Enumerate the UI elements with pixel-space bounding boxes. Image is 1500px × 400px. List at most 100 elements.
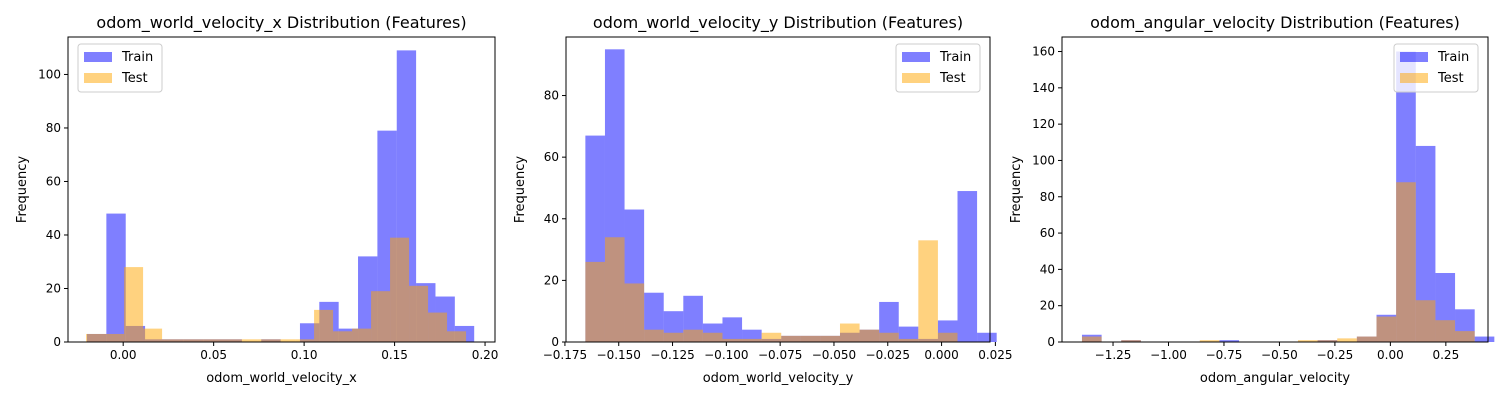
bar-test-6: [1199, 340, 1220, 342]
bar-test-0: [1081, 336, 1102, 342]
bar-test-6: [702, 332, 723, 342]
bar-train-8: [742, 329, 762, 342]
x-tick-label: −0.150: [597, 348, 641, 362]
y-tick-label: 80: [1040, 190, 1055, 204]
bar-test-5: [181, 339, 201, 342]
bar-test-18: [937, 332, 958, 342]
y-tick-label: 40: [544, 212, 559, 226]
x-axis-label: odom_world_velocity_y: [703, 371, 854, 386]
bar-test-6: [200, 339, 220, 342]
bar-test-1: [604, 237, 625, 342]
bar-test-2: [1121, 340, 1141, 342]
bar-train-7: [1219, 340, 1240, 342]
y-tick-label: 40: [46, 228, 61, 242]
x-tick-label: −0.125: [650, 348, 694, 362]
bar-test-17: [1415, 300, 1436, 342]
chart-title: odom_world_velocity_y Distribution (Feat…: [593, 13, 963, 33]
plot-frame: [1061, 36, 1489, 343]
y-tick-label: 80: [46, 121, 61, 135]
bar-test-14: [1356, 336, 1377, 342]
x-tick-label: −0.050: [812, 348, 856, 362]
x-axis-label: odom_angular_velocity: [1200, 371, 1351, 386]
bar-test-10: [276, 339, 296, 342]
y-tick-label: 20: [1040, 299, 1055, 313]
bar-test-11: [295, 339, 315, 342]
x-tick-label: −1.00: [1150, 348, 1187, 362]
bar-test-5: [683, 329, 703, 342]
legend-label-test: Test: [939, 71, 966, 86]
y-tick-label: 0: [53, 335, 61, 349]
legend-swatch-train: [902, 52, 930, 62]
bar-test-19: [447, 331, 467, 342]
y-tick-label: 120: [1032, 117, 1055, 131]
y-tick-label: 60: [1040, 226, 1055, 240]
bar-test-17: [409, 285, 429, 342]
bar-train-19: [957, 191, 978, 342]
bar-test-7: [722, 338, 743, 342]
chart-panel-velocity-x: odom_world_velocity_x Distribution (Feat…: [15, 13, 498, 386]
y-tick-label: 20: [544, 273, 559, 287]
bar-test-14: [859, 329, 880, 342]
bar-test-18: [1435, 320, 1456, 342]
bar-test-16: [1396, 182, 1416, 342]
bar-test-12: [314, 309, 334, 342]
bar-test-18: [428, 312, 448, 342]
x-axis-label: odom_world_velocity_x: [206, 371, 357, 386]
bar-test-1: [105, 333, 125, 342]
bar-test-16: [898, 338, 919, 342]
legend: Train Test: [77, 43, 163, 93]
bar-test-9: [761, 332, 782, 342]
y-axis-label: Frequency: [15, 156, 30, 223]
bar-test-8: [742, 338, 762, 342]
y-tick-label: 40: [1040, 262, 1055, 276]
bar-test-3: [644, 329, 664, 342]
legend-swatch-train: [84, 52, 112, 62]
x-tick-label: 0.25: [1432, 348, 1459, 362]
legend-swatch-test: [1400, 73, 1428, 83]
x-tick-label: −1.25: [1095, 348, 1132, 362]
legend-label-test: Test: [1437, 71, 1464, 86]
bar-test-17: [918, 240, 938, 342]
bar-test-11: [1297, 340, 1318, 342]
bar-train-1: [106, 213, 126, 342]
bar-test-4: [663, 332, 684, 342]
legend: Train Test: [895, 43, 981, 93]
bar-train-3: [644, 292, 664, 342]
x-tick-label: 0.00: [110, 348, 137, 362]
bar-test-13: [333, 331, 353, 342]
bar-test-15: [371, 291, 391, 342]
x-tick-label: −0.100: [704, 348, 748, 362]
bar-test-13: [1337, 338, 1357, 342]
bar-train-7: [722, 317, 743, 342]
bar-train-20: [1474, 336, 1495, 342]
legend-swatch-test: [84, 73, 112, 83]
y-axis-label: Frequency: [513, 156, 528, 223]
legend-label-train: Train: [121, 50, 153, 65]
plot-frame: [67, 36, 496, 343]
bar-test-4: [162, 339, 182, 342]
y-tick-label: 100: [1032, 153, 1055, 167]
y-tick-label: 160: [1032, 45, 1055, 59]
x-tick-label: 0.000: [924, 348, 958, 362]
bar-test-12: [1317, 340, 1338, 342]
bar-train-17: [1415, 145, 1436, 342]
y-tick-label: 20: [46, 281, 61, 295]
chart-title: odom_world_velocity_x Distribution (Feat…: [96, 13, 466, 33]
x-tick-label: −0.025: [866, 348, 910, 362]
x-tick-label: 0.05: [200, 348, 227, 362]
bar-test-19: [1455, 331, 1475, 342]
bar-test-2: [124, 267, 144, 342]
y-tick-label: 100: [38, 67, 61, 81]
bar-test-7: [219, 339, 239, 342]
legend-label-train: Train: [939, 50, 971, 65]
bar-test-10: [781, 335, 801, 342]
chart-panel-velocity-y: odom_world_velocity_y Distribution (Feat…: [513, 13, 1013, 386]
bar-test-13: [839, 323, 860, 342]
bar-test-15: [1376, 316, 1397, 342]
x-tick-label: 0.20: [472, 348, 499, 362]
bar-test-8: [238, 339, 258, 342]
chart-panel-angular-velocity: odom_angular_velocity Distribution (Feat…: [1009, 13, 1495, 386]
y-tick-label: 60: [46, 174, 61, 188]
x-tick-label: 0.00: [1377, 348, 1404, 362]
